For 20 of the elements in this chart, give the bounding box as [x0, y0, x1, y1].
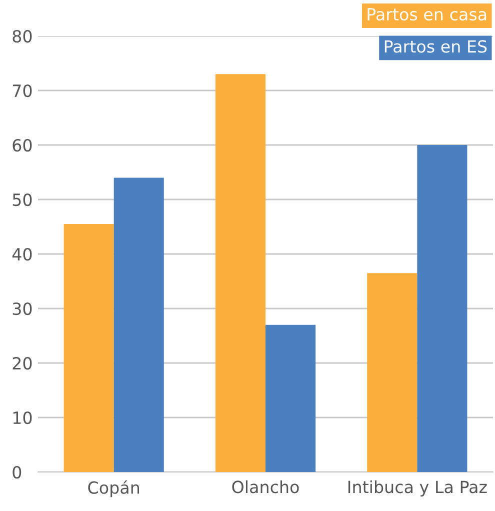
bar: [266, 324, 316, 472]
text: Partos en ES: [384, 40, 487, 53]
x-tick-label: Intibuca y La Paz: [348, 480, 487, 496]
text: Partos en casa: [368, 8, 486, 21]
bar: [114, 178, 164, 472]
bar: [367, 273, 418, 472]
y-tick-label: 0: [12, 466, 22, 479]
x-tick-label: Copán: [88, 480, 140, 498]
x-tick-label: Olancho: [232, 480, 299, 494]
bar: [64, 224, 114, 472]
y-tick-label: 10: [13, 411, 32, 424]
y-tick-label: 60: [12, 138, 32, 152]
y-tick-label: 30: [12, 302, 32, 316]
y-tick-label: 70: [12, 84, 32, 98]
y-tick-label: 20: [12, 356, 32, 370]
y-tick-label: 40: [12, 248, 32, 261]
y-tick-label: 50: [12, 193, 32, 206]
bar: [417, 145, 468, 472]
y-tick-label: 80: [12, 30, 32, 43]
bar: [215, 74, 266, 472]
